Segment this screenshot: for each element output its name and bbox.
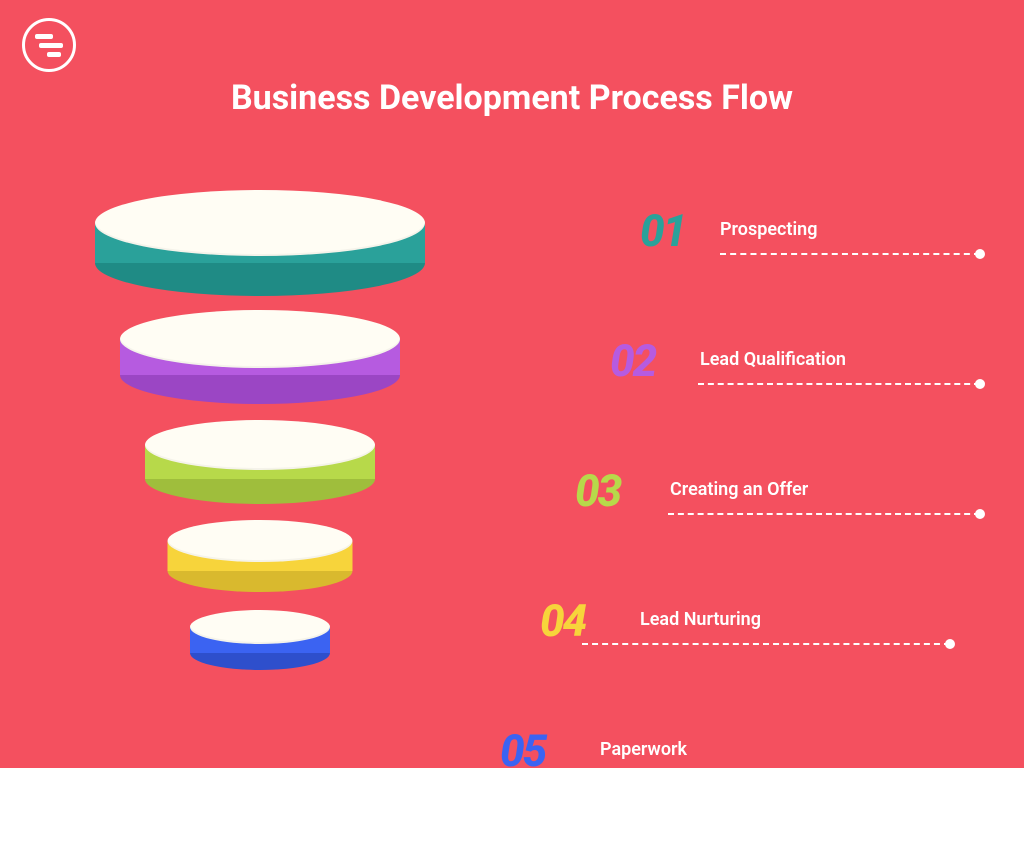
funnel-legend: 01 Prospecting 02 Lead Qualification 03 Creat… [460,205,1000,855]
legend-number: 03 [575,465,620,517]
legend-dot-icon [975,509,985,519]
legend-divider [582,643,950,645]
legend-item-1: 01 Prospecting [460,205,1000,305]
legend-label: Paperwork [600,739,687,760]
page-title: Business Development Process Flow [0,78,1024,118]
funnel-chart [80,190,440,730]
legend-label: Lead Qualification [700,349,846,370]
legend-divider [698,383,980,385]
legend-number: 01 [640,205,685,257]
legend-item-2: 02 Lead Qualification [460,335,1000,435]
legend-divider [528,773,980,775]
legend-dot-icon [975,769,985,779]
legend-divider [720,253,980,255]
legend-item-5: 05 Paperwork [460,725,1000,825]
legend-number: 04 [540,595,585,647]
brand-logo-icon [22,18,76,72]
legend-dot-icon [945,639,955,649]
legend-dot-icon [975,379,985,389]
infographic-canvas: Business Development Process Flow 01 Pros… [0,0,1024,768]
legend-label: Lead Nurturing [640,609,761,630]
legend-label: Creating an Offer [670,479,808,500]
legend-dot-icon [975,249,985,259]
legend-number: 05 [500,725,545,777]
legend-label: Prospecting [720,219,817,240]
legend-number: 02 [610,335,655,387]
legend-divider [668,513,980,515]
legend-item-4: 04 Lead Nurturing [460,595,1000,695]
legend-item-3: 03 Creating an Offer [460,465,1000,565]
